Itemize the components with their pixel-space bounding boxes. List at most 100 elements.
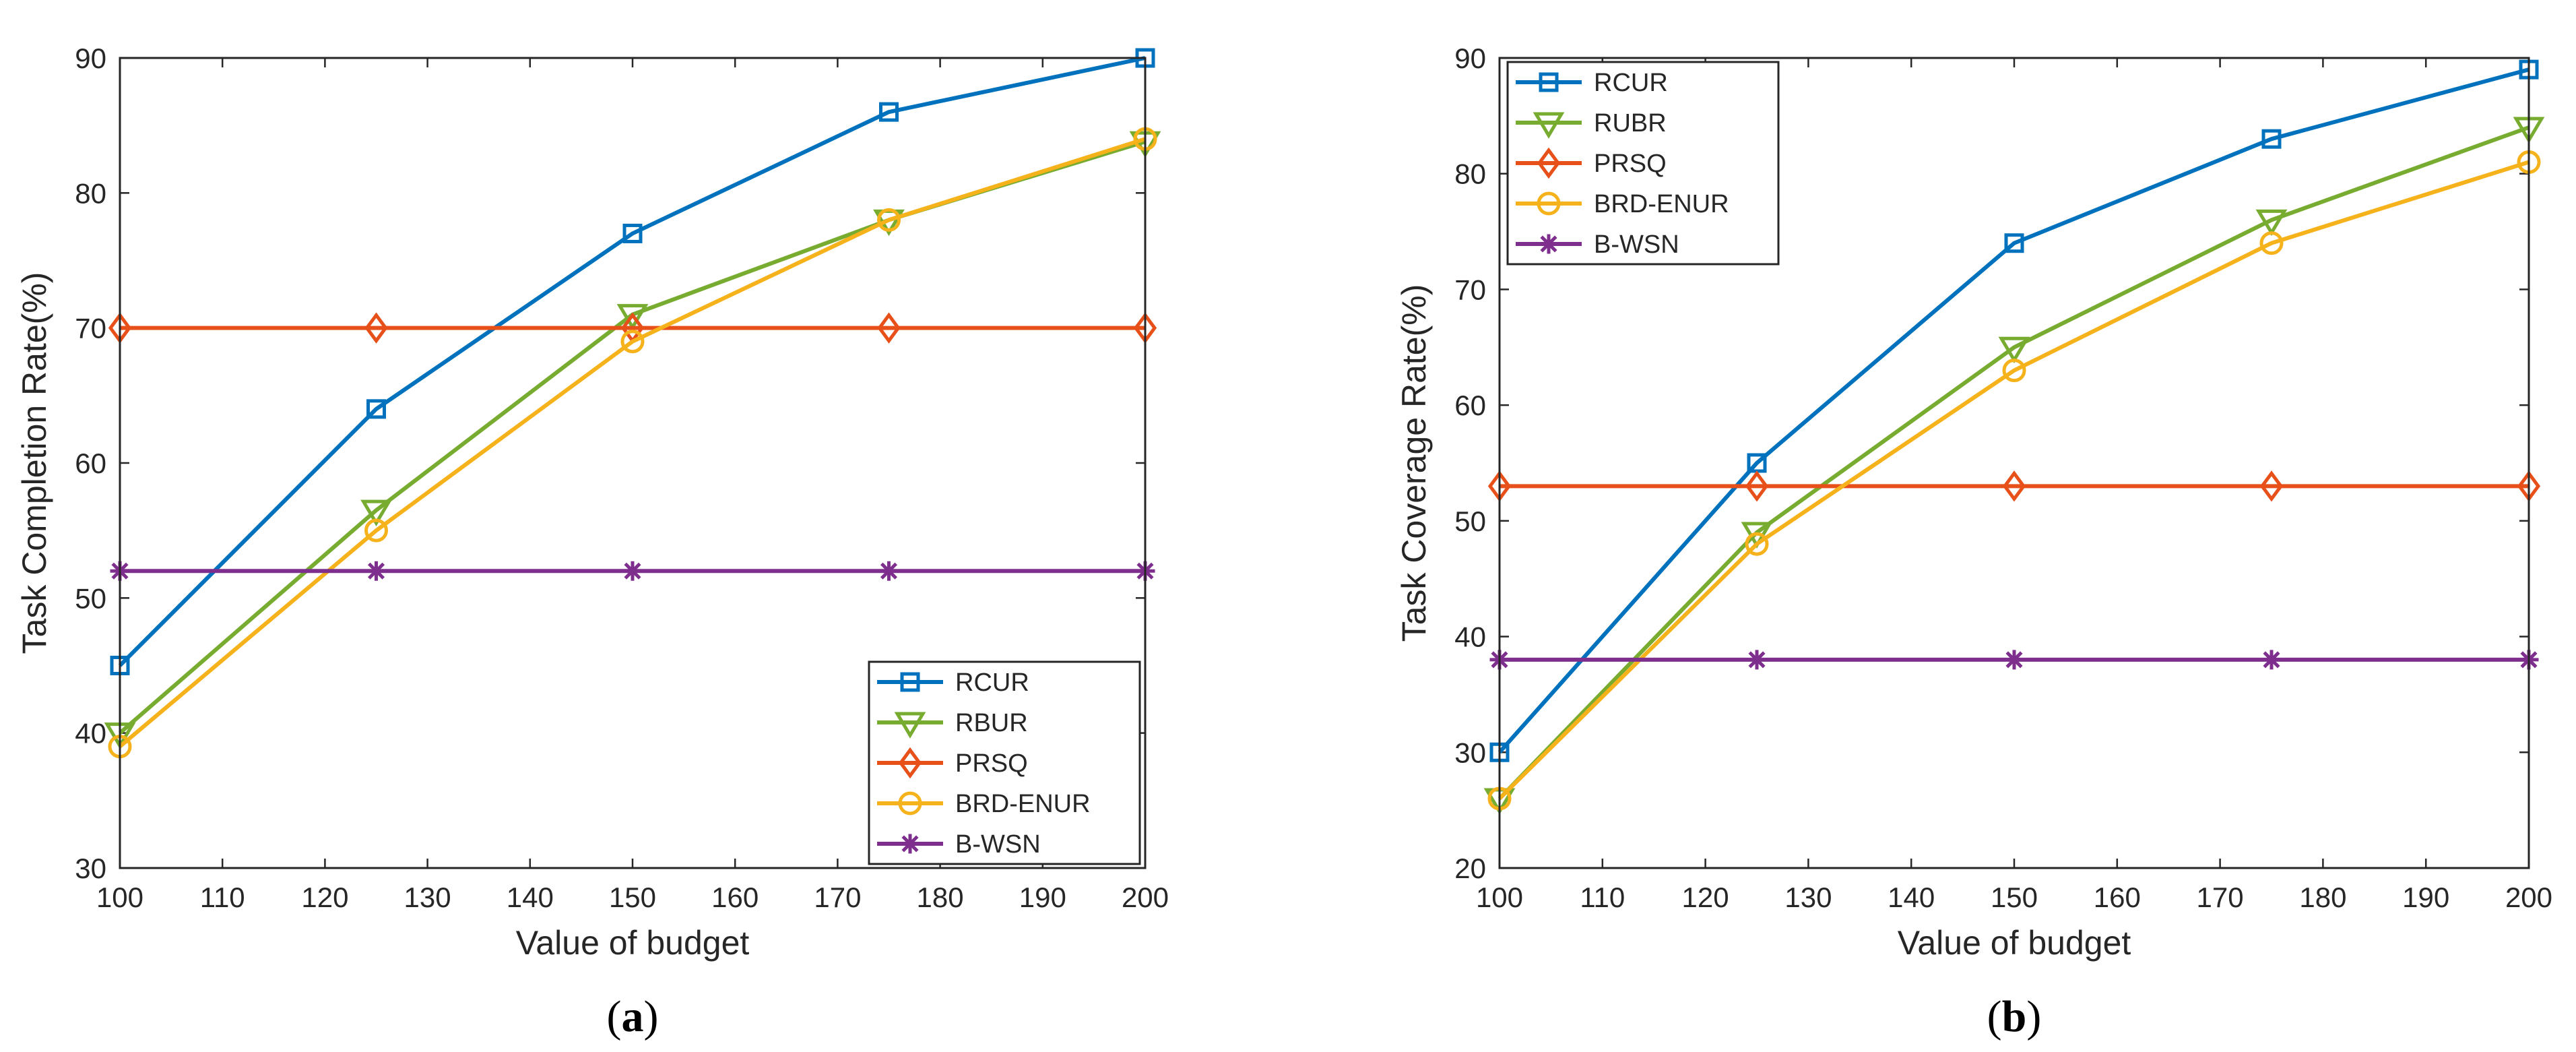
x-tick-label: 200: [2505, 881, 2552, 913]
y-tick-label: 80: [1454, 158, 1486, 190]
legend-marker-b-wsn: [1539, 234, 1559, 254]
legend-label: BRD-ENUR: [1594, 190, 1729, 218]
x-axis-label: Value of budget: [1898, 924, 2131, 962]
y-tick-label: 70: [1454, 274, 1486, 305]
legend-marker-prsq: [898, 747, 922, 779]
data-point-brd-enur: [1745, 532, 1769, 556]
series-line-brd-enur: [119, 137, 1146, 748]
x-tick-label: 150: [1991, 881, 2038, 913]
series-line-rubr: [1498, 125, 2530, 801]
data-point-rcur: [879, 102, 899, 122]
y-tick-label: 40: [75, 718, 106, 749]
axes-box: [119, 57, 1147, 869]
legend-label: RUBR: [1594, 109, 1667, 137]
legend-label: PRSQ: [1594, 150, 1667, 178]
legend-item-brd-enur: BRD-ENUR: [877, 790, 1091, 818]
x-tick-label: 100: [1476, 881, 1523, 913]
y-tick-label: 60: [1454, 390, 1486, 421]
data-point-prsq: [364, 312, 388, 344]
data-point-prsq: [877, 312, 901, 344]
series-line-brd-enur: [1498, 160, 2530, 801]
x-tick-label: 150: [609, 881, 656, 913]
caption-close-paren: ): [2026, 992, 2041, 1041]
data-point-prsq: [1745, 470, 1769, 502]
legend-marker-b-wsn: [900, 834, 920, 854]
x-tick-label: 110: [1580, 881, 1625, 913]
x-axis-label: Value of budget: [516, 924, 750, 962]
series-prsq: [1487, 470, 2541, 502]
legend-marker-prsq: [1537, 147, 1561, 179]
data-point-prsq: [2259, 470, 2284, 502]
legend-item-prsq: PRSQ: [877, 747, 1028, 779]
caption-open-paren: (: [1987, 992, 2002, 1041]
y-tick-label: 40: [1454, 621, 1486, 653]
legend-label: RCUR: [955, 669, 1029, 697]
legend-label: B-WSN: [1594, 230, 1679, 259]
y-axis-label: Task Coverage Rate(%): [1395, 284, 1433, 642]
data-point-rcur: [2004, 233, 2024, 253]
series-b-wsn: [110, 561, 1155, 581]
data-point-rcur: [366, 399, 386, 419]
x-tick-label: 170: [814, 881, 861, 913]
data-point-b-wsn: [2261, 650, 2282, 670]
y-tick-label: 70: [75, 313, 106, 344]
legend-item-prsq: PRSQ: [1516, 147, 1667, 179]
legend-item-b-wsn: B-WSN: [1516, 230, 1679, 259]
y-tick-label: 30: [75, 853, 106, 884]
legend-marker-rbur: [894, 712, 926, 739]
x-tick-label: 190: [2402, 881, 2449, 913]
legend-item-rcur: RCUR: [877, 669, 1029, 697]
y-tick-label: 60: [75, 447, 106, 479]
y-tick-label: 50: [75, 582, 106, 614]
panel-b-chart: 100 110 120 130 140 150 160 170 180 190 200 20 30 40 5…: [1395, 42, 2552, 1041]
y-tick-label: 80: [75, 177, 106, 209]
data-point-brd-enur: [364, 518, 388, 543]
legend-label: BRD-ENUR: [955, 790, 1091, 818]
legend-label: PRSQ: [955, 749, 1028, 778]
x-tick-label: 180: [917, 881, 964, 913]
x-tick-label: 140: [1888, 881, 1935, 913]
legend-item-b-wsn: B-WSN: [877, 830, 1041, 859]
data-point-rbur: [360, 499, 392, 527]
caption-letter: a: [622, 992, 644, 1041]
legend-label: RBUR: [955, 709, 1028, 737]
x-tick-label: 100: [96, 881, 143, 913]
data-point-b-wsn: [622, 561, 643, 581]
data-point-b-wsn: [2004, 650, 2024, 670]
legend-marker-rcur: [900, 672, 920, 692]
series-line-rcur: [1498, 67, 2530, 754]
x-tick-label: 140: [507, 881, 554, 913]
legend-item-brd-enur: BRD-ENUR: [1516, 190, 1729, 218]
legend-marker-rcur: [1539, 72, 1559, 92]
x-tick-label: 160: [711, 881, 759, 913]
legend-item-rcur: RCUR: [1516, 69, 1668, 97]
caption-letter: b: [2002, 992, 2027, 1041]
data-point-brd-enur: [2002, 359, 2026, 383]
legend-marker-brd-enur: [898, 791, 922, 815]
data-point-brd-enur: [877, 208, 901, 232]
panel-a-chart: 100 110 120 130 140 150 160 170 180 190 200 30 40 50 6…: [15, 42, 1169, 1041]
x-tick-label: 190: [1019, 881, 1066, 913]
data-point-rubr: [1998, 336, 2030, 364]
data-point-rbur: [616, 304, 649, 331]
legend: RCUR RBUR PRSQ BRD-ENUR B-WSN: [868, 660, 1141, 865]
legend-label: RCUR: [1594, 69, 1668, 97]
legend-marker-rubr: [1533, 112, 1565, 139]
x-tick-label: 170: [2197, 881, 2244, 913]
x-tick-label: 110: [200, 881, 245, 913]
legend-marker-brd-enur: [1537, 191, 1561, 216]
legend-item-rbur: RBUR: [877, 709, 1028, 739]
x-tick-label: 130: [1784, 881, 1832, 913]
data-point-rubr: [2255, 209, 2288, 237]
data-point-b-wsn: [879, 561, 899, 581]
y-axis-label: Task Completion Rate(%): [15, 272, 53, 654]
x-tick-label: 160: [2094, 881, 2141, 913]
data-point-brd-enur: [620, 330, 645, 354]
y-tick-label: 20: [1454, 853, 1486, 884]
data-point-rcur: [622, 223, 643, 243]
caption-close-paren: ): [644, 992, 659, 1041]
panel-caption: (a): [607, 992, 659, 1041]
data-point-brd-enur: [2259, 231, 2284, 255]
legend-item-rubr: RUBR: [1516, 109, 1667, 139]
